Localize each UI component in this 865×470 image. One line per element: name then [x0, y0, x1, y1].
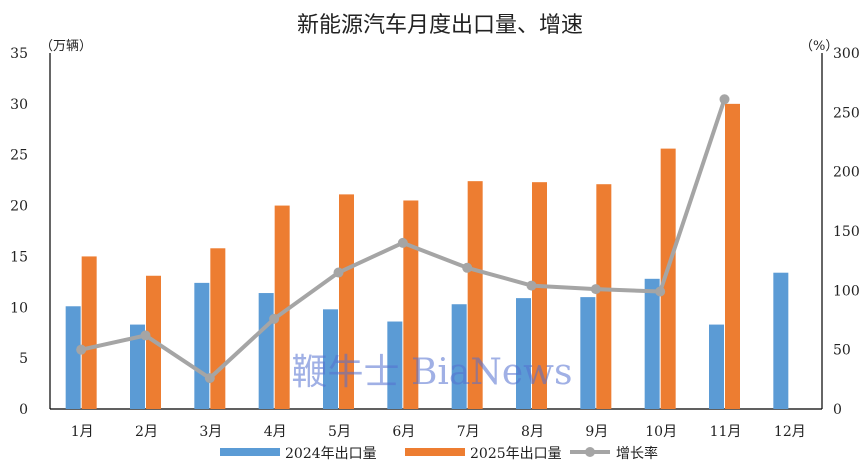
x-tick-label: 2月: [135, 424, 158, 440]
growth-rate-point: [140, 330, 151, 341]
bar-2025: [210, 248, 226, 409]
y2-tick-label: 150: [833, 224, 860, 240]
y-tick-label: 20: [10, 199, 28, 215]
growth-rate-point: [590, 284, 601, 295]
growth-rate-point: [462, 262, 473, 273]
y-tick-label: 0: [19, 402, 28, 418]
growth-rate-point: [333, 267, 344, 278]
bar-2024: [644, 278, 660, 409]
growth-rate-point: [526, 280, 537, 291]
y-tick-label: 35: [10, 46, 28, 62]
y-tick-label: 30: [10, 97, 28, 113]
x-tick-label: 3月: [199, 424, 222, 440]
bar-2024: [387, 321, 403, 409]
growth-rate-point: [76, 344, 87, 355]
growth-rate-point: [269, 313, 280, 324]
y2-tick-label: 0: [833, 402, 842, 418]
bar-2025: [274, 205, 290, 409]
legend-swatch: [220, 448, 280, 456]
bar-2025: [467, 181, 483, 409]
x-tick-label: 4月: [264, 424, 287, 440]
bar-2024: [516, 298, 531, 409]
x-tick-label: 10月: [645, 424, 677, 440]
x-tick-label: 9月: [585, 424, 608, 440]
y2-tick-label: 50: [833, 343, 851, 359]
watermark: 鞭牛士 BiaNews: [292, 352, 573, 393]
bar-2024: [709, 324, 724, 409]
x-tick-label: 6月: [392, 424, 415, 440]
bar-2024: [773, 272, 789, 409]
legend-marker: [585, 447, 595, 457]
bar-2025: [660, 148, 676, 409]
legend-label: 2024年出口量: [285, 446, 377, 462]
bar-2024: [194, 282, 210, 409]
y2-tick-label: 100: [833, 283, 860, 299]
x-tick-label: 1月: [71, 424, 94, 440]
y-tick-label: 15: [10, 249, 28, 265]
bar-2024: [323, 309, 338, 409]
growth-rate-point: [204, 373, 215, 384]
bar-2025: [81, 256, 97, 409]
bar-2025: [596, 184, 612, 409]
x-tick-label: 11月: [710, 424, 742, 440]
bar-2024: [258, 293, 274, 409]
bar-2024: [130, 324, 145, 409]
bar-2025: [403, 200, 419, 409]
bar-2024: [451, 304, 467, 409]
x-tick-label: 7月: [457, 424, 480, 440]
y-axis-label: （万辆）: [40, 39, 92, 54]
legend-label: 增长率: [616, 445, 658, 462]
growth-rate-point: [719, 94, 730, 105]
growth-rate-point: [655, 286, 666, 297]
y-tick-label: 10: [10, 300, 28, 316]
x-tick-label: 12月: [774, 424, 806, 440]
y2-axis-label: （%）: [800, 39, 838, 54]
y2-tick-label: 300: [833, 46, 860, 62]
x-tick-label: 8月: [521, 424, 544, 440]
bar-2025: [339, 194, 354, 409]
legend-swatch: [405, 448, 465, 456]
bar-2024: [65, 306, 81, 409]
bar-2025: [532, 182, 547, 409]
chart-title: 新能源汽车月度出口量、增速: [297, 13, 583, 38]
y-tick-label: 5: [19, 351, 28, 367]
y-tick-label: 25: [10, 148, 28, 164]
y2-tick-label: 200: [833, 165, 860, 181]
y2-tick-label: 250: [833, 105, 860, 121]
growth-rate-point: [397, 237, 408, 248]
legend-label: 2025年出口量: [470, 446, 562, 462]
bar-2024: [580, 297, 596, 409]
x-tick-label: 5月: [328, 424, 351, 440]
bar-2025: [725, 103, 740, 409]
